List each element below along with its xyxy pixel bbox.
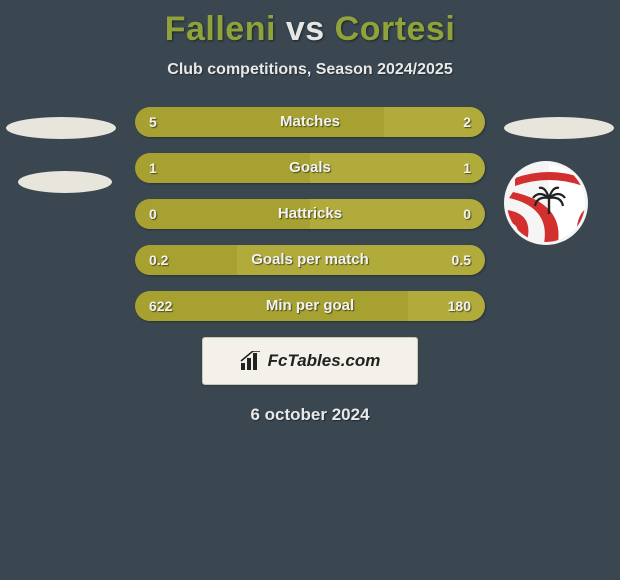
stat-bar-right-segment (384, 107, 486, 137)
stat-bar-left-segment (135, 199, 310, 229)
title-vs: vs (276, 10, 335, 48)
stat-bar-row: Goals per match0.20.5 (135, 245, 485, 275)
stat-bar-row: Min per goal622180 (135, 291, 485, 321)
stat-bar-left-segment (135, 291, 408, 321)
title-player-left: Falleni (165, 10, 276, 48)
stat-bar-row: Hattricks00 (135, 199, 485, 229)
club-crest-icon (507, 164, 588, 245)
stat-bar-right-segment (237, 245, 486, 275)
stat-bar-right-segment (310, 153, 485, 183)
stat-bar-left-segment (135, 107, 384, 137)
footer-date: 6 october 2024 (0, 405, 620, 425)
site-plaque[interactable]: FcTables.com (202, 337, 418, 385)
site-label: FcTables.com (268, 351, 381, 371)
title-player-right: Cortesi (335, 10, 456, 48)
stat-bar-left-segment (135, 153, 310, 183)
left-shape-1 (6, 117, 116, 139)
stat-bar-row: Goals11 (135, 153, 485, 183)
subtitle: Club competitions, Season 2024/2025 (0, 61, 620, 79)
right-badge-group (504, 107, 614, 245)
comparison-area: Matches52 Goals11 Hattricks00 Goals per mat… (0, 107, 620, 321)
stat-bar-right-segment (310, 199, 485, 229)
stat-bar-left-segment (135, 245, 237, 275)
left-badge-group (6, 107, 116, 193)
bar-chart-icon (240, 351, 262, 371)
right-shape-1 (504, 117, 614, 139)
stat-bar-row: Matches52 (135, 107, 485, 137)
right-club-badge (504, 161, 588, 245)
stat-bars: Matches52 Goals11 Hattricks00 Goals per mat… (135, 107, 485, 321)
stat-bar-right-segment (408, 291, 485, 321)
page-title: Falleni vs Cortesi (0, 0, 620, 49)
left-shape-2 (18, 171, 112, 193)
